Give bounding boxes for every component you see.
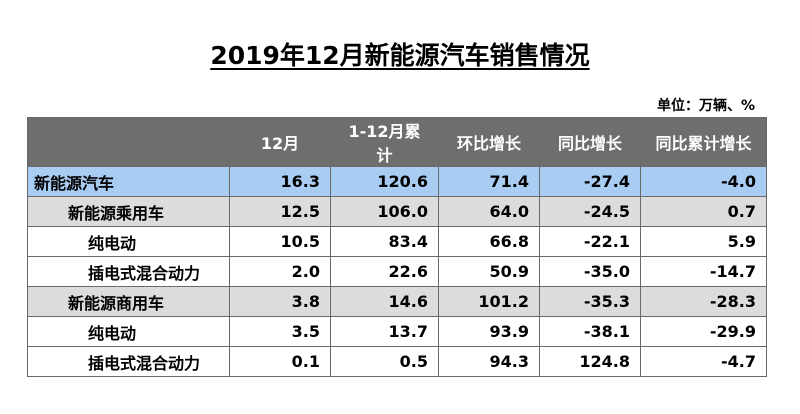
value-cell: 10.5 (229, 226, 331, 257)
value-cell: -38.1 (539, 316, 641, 347)
value-cell: 0.7 (640, 196, 767, 227)
row-label-cell: 新能源汽车 (27, 166, 230, 197)
value-cell: 13.7 (330, 316, 439, 347)
value-cell: 16.3 (229, 166, 331, 197)
table-row: 纯电动 10.5 83.4 66.8 -22.1 5.9 (27, 226, 767, 257)
value-cell: 12.5 (229, 196, 331, 227)
header-cell: 同比累计增长 (640, 117, 767, 167)
value-cell: -27.4 (539, 166, 641, 197)
value-cell: 22.6 (330, 256, 439, 287)
value-cell: 93.9 (438, 316, 540, 347)
value-cell: -14.7 (640, 256, 767, 287)
page-title: 2019年12月新能源汽车销售情况 (0, 36, 800, 72)
table-row: 纯电动 3.5 13.7 93.9 -38.1 -29.9 (27, 316, 767, 347)
table-row: 插电式混合动力 0.1 0.5 94.3 124.8 -4.7 (27, 346, 767, 377)
value-cell: 0.5 (330, 346, 439, 377)
table-row: 新能源乘用车 12.5 106.0 64.0 -24.5 0.7 (27, 196, 767, 227)
value-cell: 2.0 (229, 256, 331, 287)
value-cell: -22.1 (539, 226, 641, 257)
header-cell: 同比增长 (539, 117, 641, 167)
header-cell: 12月 (229, 117, 331, 167)
value-cell: -35.3 (539, 286, 641, 317)
header-cell (27, 117, 230, 167)
value-cell: 106.0 (330, 196, 439, 227)
value-cell: -29.9 (640, 316, 767, 347)
value-cell: 5.9 (640, 226, 767, 257)
row-label-cell: 新能源商用车 (27, 286, 230, 317)
value-cell: -4.7 (640, 346, 767, 377)
value-cell: 64.0 (438, 196, 540, 227)
row-label-cell: 插电式混合动力 (27, 346, 230, 377)
value-cell: 94.3 (438, 346, 540, 377)
value-cell: 66.8 (438, 226, 540, 257)
header-cell: 1-12月累计 (330, 117, 439, 167)
table-row: 插电式混合动力 2.0 22.6 50.9 -35.0 -14.7 (27, 256, 767, 287)
table-header-row: 12月 1-12月累计 环比增长 同比增长 同比累计增长 (27, 117, 767, 167)
value-cell: 3.5 (229, 316, 331, 347)
page-title-text: 2019年12月新能源汽车销售情况 (210, 41, 590, 70)
sales-table: 12月 1-12月累计 环比增长 同比增长 同比累计增长 新能源汽车 16.3 12… (27, 117, 767, 377)
value-cell: 124.8 (539, 346, 641, 377)
unit-label: 单位：万辆、% (656, 98, 755, 114)
value-cell: -4.0 (640, 166, 767, 197)
value-cell: 14.6 (330, 286, 439, 317)
value-cell: 71.4 (438, 166, 540, 197)
header-cell: 环比增长 (438, 117, 540, 167)
value-cell: -24.5 (539, 196, 641, 227)
value-cell: -35.0 (539, 256, 641, 287)
row-label-cell: 纯电动 (27, 316, 230, 347)
value-cell: -28.3 (640, 286, 767, 317)
value-cell: 101.2 (438, 286, 540, 317)
row-label-cell: 新能源乘用车 (27, 196, 230, 227)
value-cell: 83.4 (330, 226, 439, 257)
value-cell: 120.6 (330, 166, 439, 197)
table-row: 新能源汽车 16.3 120.6 71.4 -27.4 -4.0 (27, 166, 767, 197)
table-row: 新能源商用车 3.8 14.6 101.2 -35.3 -28.3 (27, 286, 767, 317)
row-label-cell: 纯电动 (27, 226, 230, 257)
row-label-cell: 插电式混合动力 (27, 256, 230, 287)
value-cell: 50.9 (438, 256, 540, 287)
value-cell: 0.1 (229, 346, 331, 377)
value-cell: 3.8 (229, 286, 331, 317)
